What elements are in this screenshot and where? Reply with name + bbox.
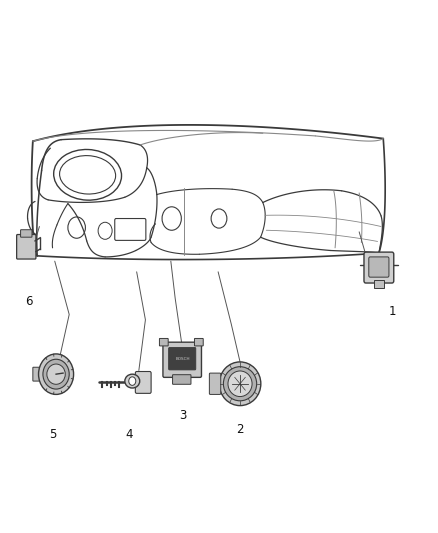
- Text: 3: 3: [180, 409, 187, 422]
- FancyBboxPatch shape: [194, 338, 203, 346]
- Text: BOSCH: BOSCH: [176, 357, 191, 361]
- Ellipse shape: [39, 354, 74, 394]
- FancyBboxPatch shape: [163, 342, 201, 377]
- Text: 2: 2: [236, 423, 244, 435]
- Text: 4: 4: [125, 428, 133, 441]
- FancyBboxPatch shape: [21, 230, 32, 237]
- Ellipse shape: [223, 367, 257, 401]
- FancyBboxPatch shape: [173, 375, 191, 384]
- FancyBboxPatch shape: [209, 373, 221, 394]
- Ellipse shape: [43, 359, 69, 389]
- FancyBboxPatch shape: [169, 348, 196, 370]
- FancyBboxPatch shape: [369, 257, 389, 277]
- FancyBboxPatch shape: [364, 252, 394, 283]
- Ellipse shape: [47, 364, 65, 384]
- Ellipse shape: [228, 371, 252, 397]
- Text: 1: 1: [388, 305, 396, 318]
- Circle shape: [129, 377, 136, 385]
- Bar: [374, 280, 384, 288]
- Ellipse shape: [219, 362, 261, 406]
- FancyBboxPatch shape: [17, 235, 36, 259]
- Ellipse shape: [125, 374, 140, 388]
- FancyBboxPatch shape: [135, 372, 151, 393]
- Text: 5: 5: [49, 428, 56, 441]
- Text: 6: 6: [25, 295, 32, 308]
- FancyBboxPatch shape: [33, 367, 40, 381]
- FancyBboxPatch shape: [159, 338, 168, 346]
